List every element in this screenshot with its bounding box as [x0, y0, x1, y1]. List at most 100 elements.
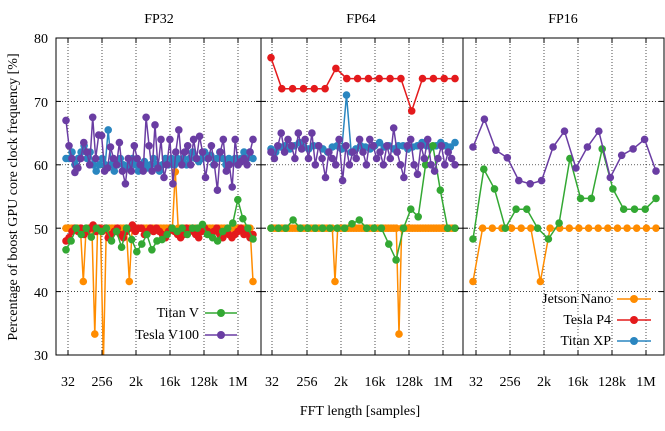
- data-point: [154, 164, 162, 172]
- data-point: [447, 154, 456, 163]
- data-point: [609, 185, 617, 193]
- data-point: [392, 224, 401, 232]
- data-point: [587, 194, 596, 203]
- data-point: [377, 224, 386, 232]
- data-point: [352, 154, 361, 163]
- legend: Jetson Nano Tesla P4 Titan XP: [542, 292, 651, 349]
- data-point: [386, 74, 394, 83]
- data-point: [469, 143, 477, 151]
- data-point: [198, 148, 207, 156]
- data-point: [619, 205, 628, 213]
- data-point: [249, 154, 257, 163]
- data-point: [122, 224, 131, 232]
- data-point: [400, 173, 408, 182]
- data-point: [204, 154, 213, 163]
- data-point: [595, 127, 603, 135]
- data-point: [349, 148, 357, 156]
- data-point: [517, 224, 525, 232]
- data-point: [92, 167, 100, 175]
- data-point: [403, 142, 412, 150]
- data-point: [91, 154, 100, 163]
- data-point: [121, 180, 130, 188]
- data-point: [240, 154, 248, 163]
- data-point: [311, 161, 320, 169]
- panel-fp64: FP64 32 256 2k 16k 128k 1M: [260, 12, 464, 390]
- data-point: [311, 224, 320, 232]
- data-point: [213, 224, 221, 232]
- data-point: [62, 246, 70, 254]
- data-point: [102, 224, 111, 232]
- panel-title: FP64: [346, 12, 376, 27]
- legend-label: Jetson Nano: [542, 292, 611, 307]
- data-point: [112, 227, 121, 236]
- data-point: [321, 173, 330, 182]
- data-point: [348, 220, 356, 228]
- data-point: [223, 224, 232, 232]
- series-titan-v: [469, 145, 660, 243]
- data-point: [451, 138, 459, 147]
- data-point: [68, 154, 76, 163]
- data-point: [231, 135, 239, 144]
- data-point: [328, 154, 337, 163]
- data-point: [109, 154, 118, 163]
- data-point: [314, 142, 323, 150]
- data-point: [77, 230, 85, 239]
- data-point: [280, 148, 289, 156]
- data-point: [386, 154, 395, 163]
- x-tick-label: 128k: [395, 375, 423, 390]
- data-point: [642, 224, 651, 232]
- data-point: [527, 224, 535, 232]
- data-point: [427, 161, 435, 169]
- data-point: [160, 173, 168, 182]
- data-point: [364, 74, 373, 83]
- data-point: [287, 142, 296, 150]
- data-point: [267, 224, 275, 232]
- data-point: [451, 224, 459, 232]
- data-point: [421, 161, 430, 169]
- data-point: [617, 151, 626, 160]
- data-point: [274, 224, 283, 232]
- data-point: [201, 173, 210, 182]
- data-point: [249, 135, 257, 144]
- data-point: [369, 142, 378, 150]
- panel-fp16: FP16 32 256 2k 16k 128k 1M Jetson Nano Tesla …: [462, 12, 665, 390]
- data-point: [652, 224, 660, 232]
- data-point: [444, 148, 453, 156]
- x-tick-label: 16k: [568, 375, 589, 390]
- data-point: [594, 224, 602, 232]
- data-point: [321, 84, 329, 93]
- data-point: [437, 142, 446, 150]
- x-tick-label: 256: [297, 375, 318, 390]
- data-point: [100, 358, 108, 366]
- data-point: [158, 235, 166, 244]
- data-point: [393, 148, 401, 156]
- data-point: [239, 214, 247, 223]
- data-point: [478, 224, 487, 232]
- data-point: [555, 219, 563, 227]
- data-point: [407, 107, 416, 115]
- series-line: [472, 227, 656, 282]
- data-point: [244, 224, 252, 232]
- data-point: [406, 135, 415, 144]
- data-point: [410, 161, 418, 169]
- data-point: [163, 161, 171, 169]
- data-point: [138, 240, 146, 248]
- legend-label: Tesla P4: [563, 313, 611, 328]
- data-point: [112, 161, 121, 169]
- data-point: [325, 148, 333, 156]
- data-point: [575, 224, 583, 232]
- data-point: [429, 74, 438, 83]
- data-point: [332, 64, 340, 73]
- legend-label: Titan V: [157, 306, 199, 321]
- data-point: [423, 135, 432, 144]
- data-point: [278, 84, 286, 93]
- data-point: [207, 142, 216, 150]
- data-point: [222, 167, 231, 175]
- x-tick-label: 1M: [433, 375, 453, 390]
- legend-label: Titan XP: [561, 334, 612, 349]
- series-tesla-v100: [267, 124, 459, 185]
- data-point: [623, 224, 631, 232]
- data-point: [91, 330, 99, 338]
- series-jetson-nano: [469, 224, 660, 286]
- data-point: [326, 224, 334, 232]
